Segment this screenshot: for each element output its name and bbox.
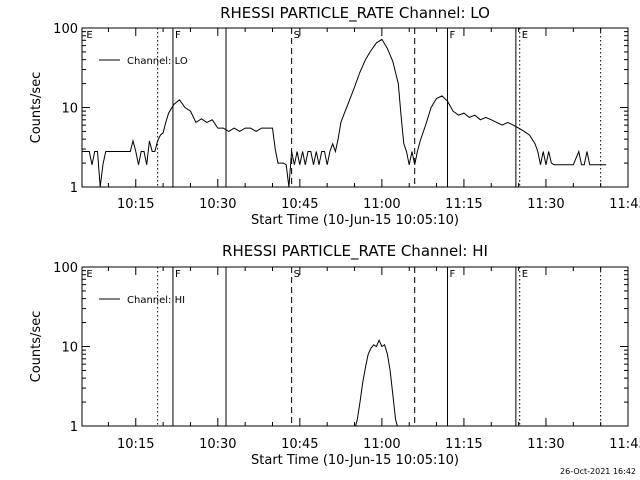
x-tick-label: 10:45 — [281, 437, 318, 452]
x-tick-label: 11:15 — [445, 197, 482, 212]
y-tick-label: 1 — [70, 420, 78, 435]
x-tick-label: 11:45 — [609, 197, 640, 212]
event-marker-label: F — [450, 269, 456, 280]
event-marker-label: E — [522, 269, 528, 280]
y-tick-label: 100 — [53, 22, 78, 37]
event-marker-label: S — [294, 30, 300, 41]
series-line — [354, 338, 398, 426]
event-marker-label: F — [450, 30, 456, 41]
x-tick-label: 11:30 — [527, 437, 564, 452]
x-tick-label: 10:15 — [117, 437, 154, 452]
y-axis-label: Counts/sec — [29, 72, 44, 144]
legend-entry: Channel: LO — [127, 56, 188, 67]
x-tick-label: 11:00 — [363, 197, 400, 212]
chart-title: RHESSI PARTICLE_RATE Channel: LO — [220, 4, 490, 23]
x-axis-label: Start Time (10-Jun-15 10:05:10) — [251, 213, 459, 228]
event-marker-label: E — [86, 30, 92, 41]
plot-panel-lo: RHESSI PARTICLE_RATE Channel: LO E F S F E Cha… — [29, 4, 640, 228]
plot-panel-hi: RHESSI PARTICLE_RATE Channel: HI E F S F E Cha… — [29, 242, 640, 468]
x-tick-label: 10:45 — [281, 197, 318, 212]
y-axis-label: Counts/sec — [29, 311, 44, 383]
legend-entry: Channel: HI — [127, 295, 185, 306]
y-tick-label: 1 — [70, 181, 78, 196]
y-tick-label: 100 — [53, 261, 78, 276]
event-marker-label: F — [175, 30, 181, 41]
y-tick-label: 10 — [61, 102, 78, 117]
event-marker-label: E — [522, 30, 528, 41]
x-tick-label: 11:45 — [609, 437, 640, 452]
x-tick-label: 11:00 — [363, 437, 400, 452]
y-tick-label: 10 — [61, 341, 78, 356]
chart-title: RHESSI PARTICLE_RATE Channel: HI — [222, 242, 488, 261]
series-line — [82, 38, 607, 187]
event-marker-label: E — [86, 269, 92, 280]
x-axis-label: Start Time (10-Jun-15 10:05:10) — [251, 453, 459, 468]
x-tick-label: 10:30 — [199, 197, 236, 212]
x-tick-label: 11:15 — [445, 437, 482, 452]
x-tick-label: 10:15 — [117, 197, 154, 212]
event-marker-label: S — [294, 269, 300, 280]
event-marker-label: F — [175, 269, 181, 280]
footer-timestamp: 26-Oct-2021 16:42 — [560, 467, 636, 476]
x-tick-label: 11:30 — [527, 197, 564, 212]
x-tick-label: 10:30 — [199, 437, 236, 452]
